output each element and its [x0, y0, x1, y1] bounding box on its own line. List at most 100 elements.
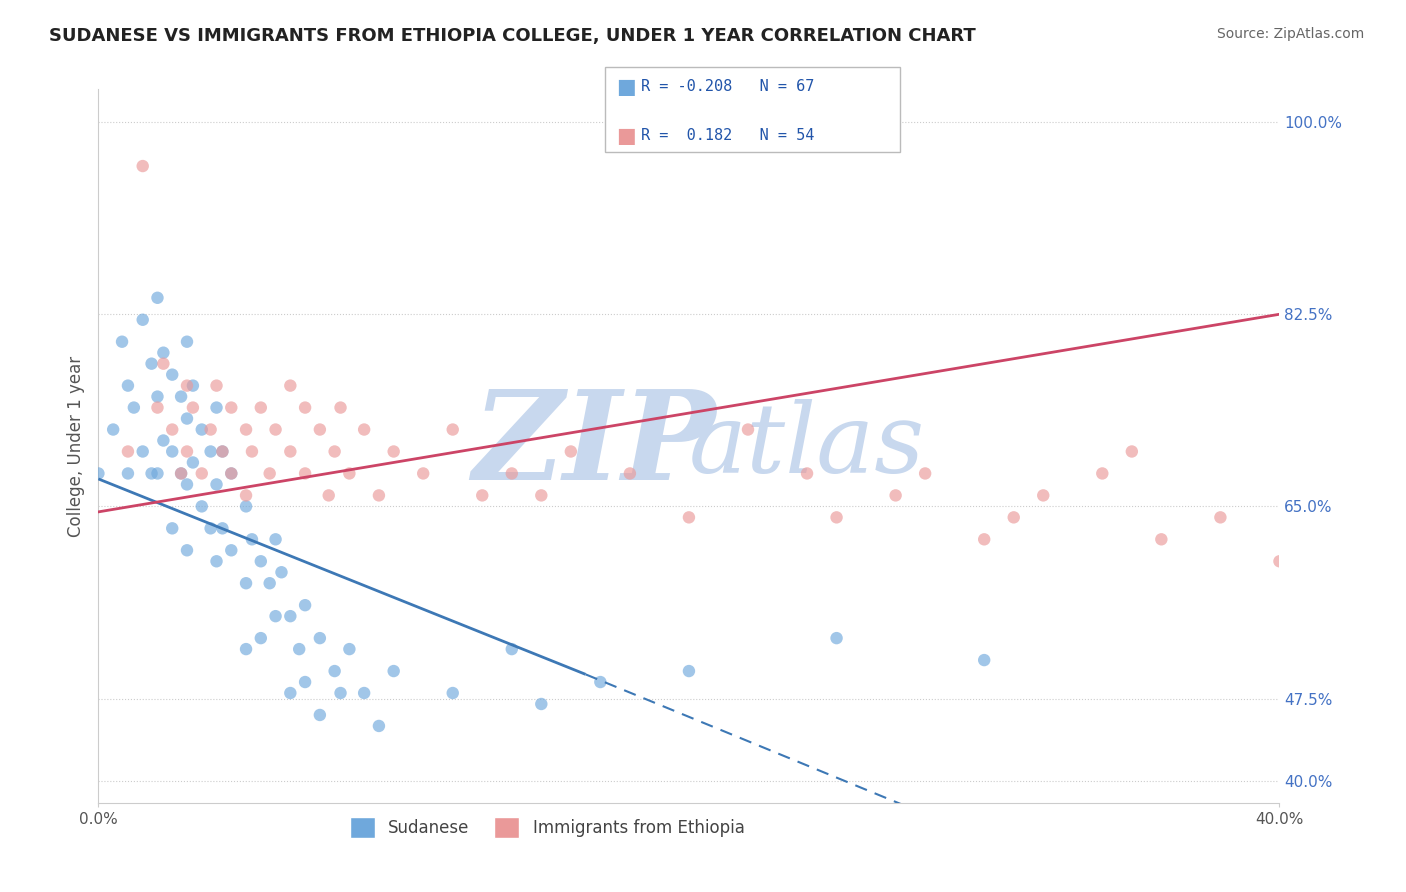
Point: [382, 664, 405, 678]
Point: [235, 488, 257, 502]
Point: [339, 467, 361, 481]
Point: [441, 423, 464, 437]
Point: [170, 467, 193, 481]
Text: R = -0.208   N = 67: R = -0.208 N = 67: [641, 79, 814, 94]
Point: [87, 467, 110, 481]
Point: [152, 434, 174, 448]
Point: [294, 401, 316, 415]
Point: [264, 533, 287, 547]
Point: [323, 664, 346, 678]
Point: [162, 521, 183, 535]
Point: [280, 444, 302, 458]
Point: [181, 378, 204, 392]
Point: [170, 390, 193, 404]
Point: [309, 708, 332, 723]
Point: [191, 423, 214, 437]
Point: [152, 345, 174, 359]
Point: [530, 488, 553, 502]
Point: [103, 423, 125, 437]
Point: [205, 477, 228, 491]
Point: [211, 521, 233, 535]
Point: [339, 642, 361, 657]
Point: [240, 533, 263, 547]
Point: [619, 467, 641, 481]
Text: SUDANESE VS IMMIGRANTS FROM ETHIOPIA COLLEGE, UNDER 1 YEAR CORRELATION CHART: SUDANESE VS IMMIGRANTS FROM ETHIOPIA COL…: [49, 27, 976, 45]
Text: R =  0.182   N = 54: R = 0.182 N = 54: [641, 128, 814, 143]
Point: [353, 423, 375, 437]
Point: [294, 467, 316, 481]
Text: Source: ZipAtlas.com: Source: ZipAtlas.com: [1216, 27, 1364, 41]
Point: [288, 642, 311, 657]
Point: [309, 423, 332, 437]
Point: [796, 467, 818, 481]
Point: [117, 467, 139, 481]
Point: [323, 444, 346, 458]
Point: [441, 686, 464, 700]
Point: [1209, 510, 1232, 524]
Point: [589, 675, 612, 690]
Point: [117, 378, 139, 392]
Point: [176, 411, 198, 425]
Point: [318, 488, 340, 502]
Point: [678, 510, 700, 524]
Point: [678, 664, 700, 678]
Point: [181, 455, 204, 469]
Point: [146, 467, 169, 481]
Y-axis label: College, Under 1 year: College, Under 1 year: [66, 355, 84, 537]
Point: [1268, 554, 1291, 568]
Point: [329, 686, 352, 700]
Point: [501, 467, 523, 481]
Point: [162, 423, 183, 437]
Point: [221, 401, 243, 415]
Point: [501, 642, 523, 657]
Point: [170, 467, 193, 481]
Point: [412, 467, 434, 481]
Point: [309, 631, 332, 645]
Point: [176, 378, 198, 392]
Point: [1002, 510, 1025, 524]
Point: [737, 423, 759, 437]
Point: [973, 653, 995, 667]
Point: [191, 467, 214, 481]
Point: [205, 401, 228, 415]
Text: ■: ■: [616, 77, 636, 96]
Point: [132, 444, 155, 458]
Point: [235, 576, 257, 591]
Point: [825, 631, 848, 645]
Point: [280, 378, 302, 392]
Text: atlas: atlas: [689, 399, 925, 493]
Point: [141, 467, 163, 481]
Point: [250, 554, 273, 568]
Point: [221, 467, 243, 481]
Point: [250, 401, 273, 415]
Point: [240, 444, 263, 458]
Point: [221, 543, 243, 558]
Point: [259, 467, 281, 481]
Point: [235, 500, 257, 514]
Point: [973, 533, 995, 547]
Point: [111, 334, 134, 349]
Point: [1032, 488, 1054, 502]
Point: [200, 444, 222, 458]
Point: [221, 467, 243, 481]
Point: [205, 378, 228, 392]
Point: [259, 576, 281, 591]
Point: [162, 444, 183, 458]
Text: ZIP: ZIP: [472, 385, 716, 507]
Point: [146, 291, 169, 305]
Point: [152, 357, 174, 371]
Point: [176, 543, 198, 558]
Point: [270, 566, 292, 580]
Point: [294, 675, 316, 690]
Point: [914, 467, 936, 481]
Point: [181, 401, 204, 415]
Point: [146, 390, 169, 404]
Point: [200, 521, 222, 535]
Point: [825, 510, 848, 524]
Point: [368, 488, 391, 502]
Point: [146, 401, 169, 415]
Point: [471, 488, 494, 502]
Point: [353, 686, 375, 700]
Point: [162, 368, 183, 382]
Point: [132, 159, 155, 173]
